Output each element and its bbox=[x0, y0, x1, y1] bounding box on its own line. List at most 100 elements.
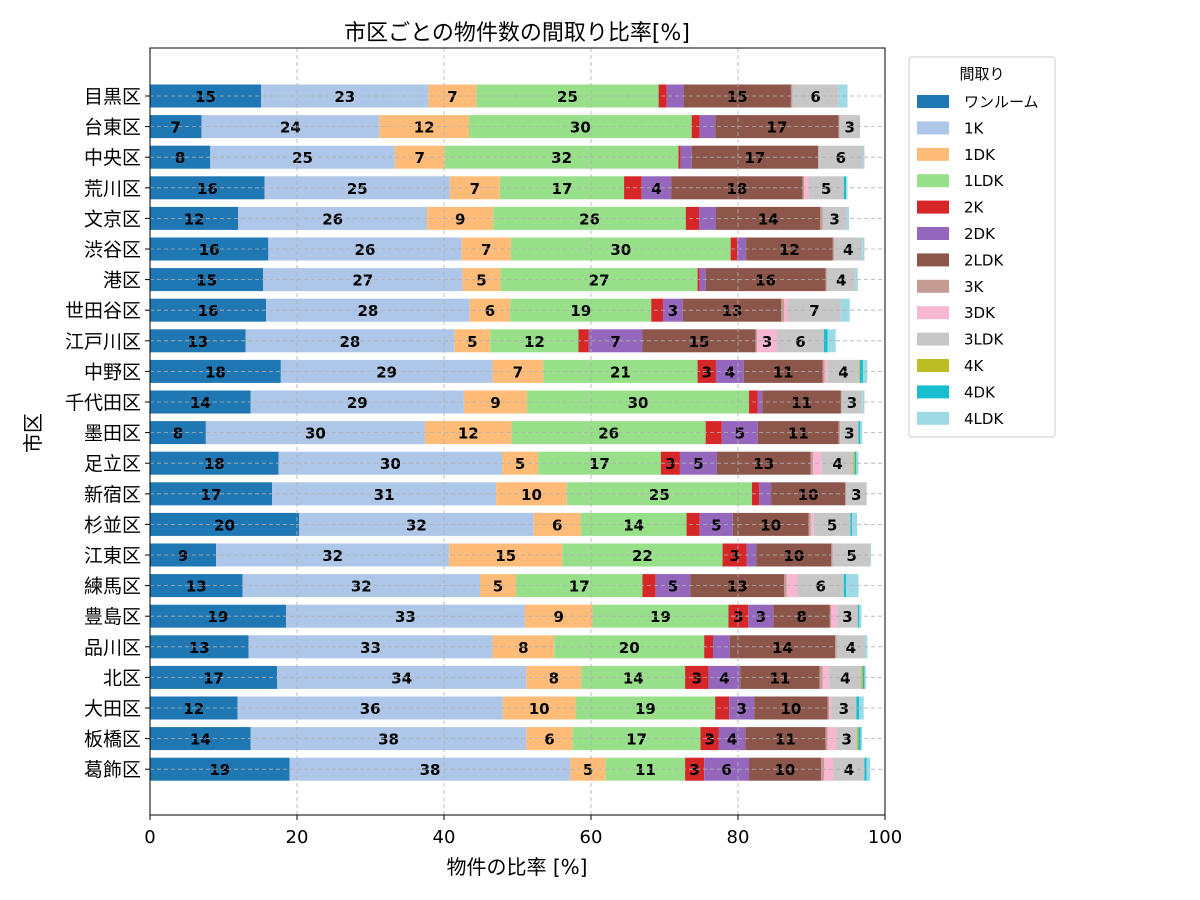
data-label: 5 bbox=[583, 761, 593, 779]
data-label: 17 bbox=[589, 455, 610, 473]
data-label: 25 bbox=[649, 486, 670, 504]
legend-frame bbox=[908, 56, 1056, 438]
data-label: 25 bbox=[557, 88, 578, 106]
y-tick-label: 千代田区 bbox=[65, 392, 141, 414]
y-tick-label: 世田谷区 bbox=[65, 300, 141, 322]
data-label: 36 bbox=[360, 700, 381, 718]
data-label: 38 bbox=[420, 761, 441, 779]
data-label: 11 bbox=[773, 363, 794, 381]
bar-segment bbox=[280, 359, 493, 383]
x-axis: 0 20 40 60 80 100 bbox=[144, 815, 902, 848]
data-label: 14 bbox=[758, 210, 779, 228]
bar-segment bbox=[818, 145, 863, 169]
y-tick-label: 大田区 bbox=[84, 698, 141, 720]
bar-segment bbox=[250, 390, 464, 414]
data-label: 30 bbox=[628, 394, 649, 412]
data-label: 3 bbox=[842, 608, 852, 626]
data-label: 10 bbox=[783, 547, 804, 565]
data-label: 33 bbox=[360, 639, 381, 657]
bar-segment bbox=[834, 237, 863, 261]
data-label: 21 bbox=[610, 363, 631, 381]
data-label: 38 bbox=[378, 731, 399, 749]
data-label: 3 bbox=[844, 425, 854, 443]
legend-swatch bbox=[917, 147, 949, 161]
bar-segment bbox=[825, 268, 827, 292]
data-label: 13 bbox=[727, 578, 748, 596]
data-label: 28 bbox=[339, 333, 360, 351]
data-label: 7 bbox=[470, 180, 480, 198]
data-label: 10 bbox=[760, 516, 781, 534]
data-label: 19 bbox=[570, 302, 591, 320]
bar-segment bbox=[480, 574, 517, 598]
bar-segment bbox=[210, 145, 395, 169]
bar-segment bbox=[683, 84, 791, 108]
legend-swatch bbox=[917, 411, 949, 425]
data-label: 30 bbox=[570, 119, 591, 137]
bar-segment bbox=[835, 635, 837, 659]
data-label: 17 bbox=[569, 578, 590, 596]
data-label: 5 bbox=[846, 547, 856, 565]
bar-segment bbox=[732, 512, 809, 536]
legend-label: 3LDK bbox=[964, 331, 1004, 349]
data-label: 4 bbox=[725, 363, 735, 381]
bar-segment bbox=[449, 543, 563, 567]
legend-label: 1LDK bbox=[964, 172, 1004, 190]
bar-segment bbox=[150, 482, 273, 506]
data-label: 3 bbox=[845, 119, 855, 137]
bar-segment bbox=[592, 604, 729, 628]
bar-segment bbox=[862, 145, 865, 169]
data-label: 26 bbox=[355, 241, 376, 259]
bar-segment bbox=[832, 237, 835, 261]
legend-label: 2DK bbox=[964, 225, 996, 243]
bar-segment bbox=[277, 665, 527, 689]
y-axis-label: 市区 bbox=[21, 413, 45, 453]
data-label: 17 bbox=[626, 731, 647, 749]
bar-segment bbox=[490, 329, 579, 353]
y-tick-label: 墨田区 bbox=[84, 423, 141, 445]
data-label: 30 bbox=[305, 425, 326, 443]
legend-swatch bbox=[917, 306, 949, 320]
data-label: 29 bbox=[376, 363, 397, 381]
y-tick-label: 荒川区 bbox=[84, 178, 141, 200]
y-tick-label: 港区 bbox=[103, 270, 141, 292]
data-label: 3 bbox=[839, 700, 849, 718]
data-label: 6 bbox=[836, 149, 846, 167]
y-axis: 目黒区台東区中央区荒川区文京区渋谷区港区世田谷区江戸川区中野区千代田区墨田区足立… bbox=[65, 86, 150, 781]
bar-segment bbox=[624, 176, 642, 200]
grid bbox=[149, 48, 886, 815]
data-label: 3 bbox=[842, 731, 852, 749]
data-label: 26 bbox=[598, 425, 619, 443]
data-label: 19 bbox=[209, 761, 230, 779]
data-label: 4 bbox=[651, 180, 661, 198]
data-label: 31 bbox=[374, 486, 395, 504]
bar-segment bbox=[575, 696, 716, 720]
data-label: 7 bbox=[447, 88, 457, 106]
y-tick-label: 杉並区 bbox=[84, 514, 141, 536]
data-label: 4 bbox=[840, 669, 850, 687]
bar-segment bbox=[860, 727, 863, 751]
data-label: 32 bbox=[406, 516, 427, 534]
y-tick-label: 中央区 bbox=[84, 147, 141, 169]
data-label: 4 bbox=[719, 669, 729, 687]
data-label: 10 bbox=[798, 486, 819, 504]
data-label: 15 bbox=[495, 547, 516, 565]
data-label: 25 bbox=[347, 180, 368, 198]
bar-segment bbox=[855, 268, 858, 292]
bar-segment bbox=[264, 176, 450, 200]
data-label: 3 bbox=[704, 731, 714, 749]
data-label: 17 bbox=[744, 149, 765, 167]
legend-swatch bbox=[917, 174, 949, 188]
legend: 間取り ワンルーム 1K 1DK 1LDK 2K 2DK 2LDK 3K 3DK 3LDK 4K 4D… bbox=[908, 56, 1056, 438]
y-tick-label: 北区 bbox=[103, 667, 141, 689]
bar-segment bbox=[705, 268, 826, 292]
bar-segment bbox=[846, 482, 867, 506]
data-label: 8 bbox=[175, 149, 185, 167]
data-label: 24 bbox=[280, 119, 301, 137]
data-label: 5 bbox=[693, 455, 703, 473]
bar-segment bbox=[870, 543, 872, 567]
data-label: 3 bbox=[829, 210, 839, 228]
bar-segment bbox=[502, 451, 539, 475]
data-label: 6 bbox=[795, 333, 805, 351]
data-label: 27 bbox=[589, 272, 610, 290]
bar-segment bbox=[699, 512, 733, 536]
